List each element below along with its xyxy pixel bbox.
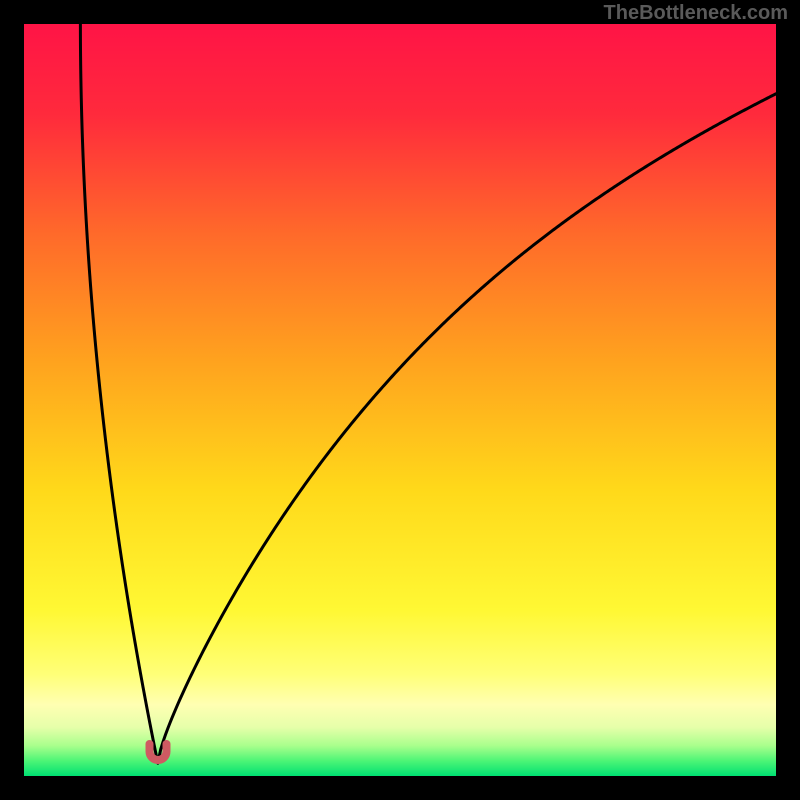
chart-container: TheBottleneck.com	[0, 0, 800, 800]
plot-svg	[24, 24, 776, 776]
watermark-text: TheBottleneck.com	[604, 2, 788, 25]
gradient-background	[24, 24, 776, 776]
plot-area	[24, 24, 776, 776]
valley-u-marker	[145, 740, 170, 764]
